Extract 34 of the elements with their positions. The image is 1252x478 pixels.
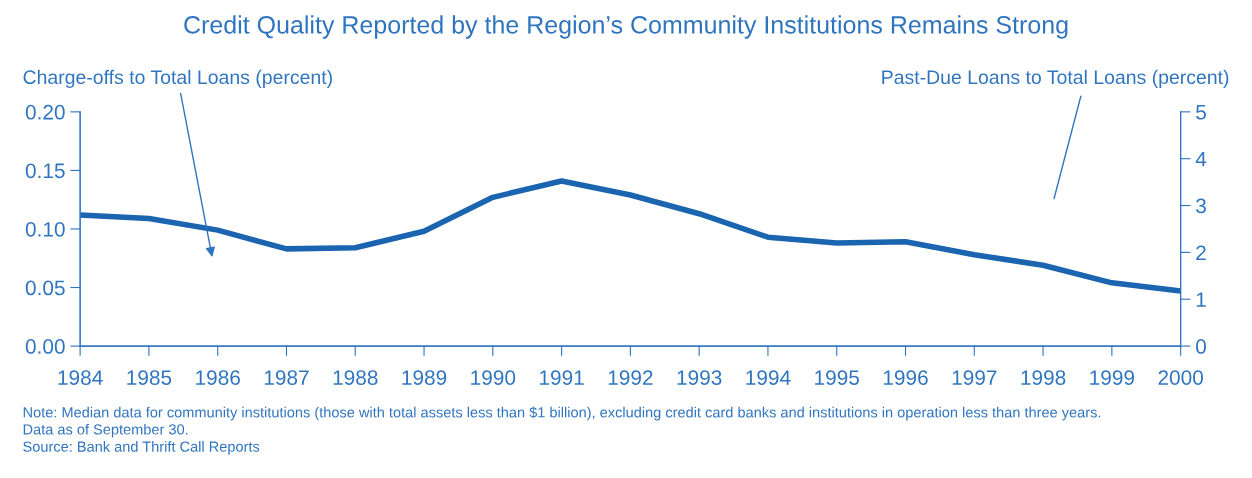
x-tick-label: 1991 <box>540 370 584 385</box>
x-tick-label: 1994 <box>746 370 791 385</box>
y2-tick-label: 1 <box>1196 292 1206 307</box>
y2-tick-label: 2 <box>1196 245 1206 260</box>
x-tick-label: 1997 <box>952 370 997 385</box>
y2-tick-label: 3 <box>1196 198 1206 214</box>
y-tick-label: 0.10 <box>25 221 65 237</box>
y2-tick-label: 4 <box>1195 151 1207 167</box>
x-tick-label: 1990 <box>471 370 516 385</box>
y-tick-label: 0.20 <box>25 104 65 120</box>
x-tick-label: 1989 <box>402 370 447 385</box>
x-tick-label: 1984 <box>58 370 103 385</box>
x-tick-label: 1985 <box>127 370 172 385</box>
x-tick-label: 1993 <box>677 370 722 385</box>
chart-title: Credit Quality Reported by the Region’s Community Institutions Remains Strong <box>184 15 1068 39</box>
x-tick-label: 2000 <box>1158 370 1203 385</box>
y2-axis-title: Past-Due Loans to Total Loans (percent) <box>882 69 1229 88</box>
y-tick-label: 0.05 <box>25 280 65 296</box>
source-note: Source: Bank and Thrift Call Reports <box>23 441 260 455</box>
x-tick-label: 1995 <box>815 370 860 385</box>
y-tick-label: 0.00 <box>25 339 65 354</box>
x-tick-label: 1992 <box>608 370 653 385</box>
y2-tick-label: 0 <box>1196 339 1206 354</box>
x-tick-label: 1999 <box>1090 370 1135 385</box>
x-tick-label: 1988 <box>333 370 378 385</box>
text: Data as of September 30. <box>23 423 188 438</box>
text: Note: Median data for community institutions (those with total assets less than $1 billion), excluding credit card banks and institutions in operation less than three years. <box>23 406 1101 421</box>
x-tick-label: 1987 <box>264 370 309 385</box>
y2-tick-label: 5 <box>1196 105 1206 120</box>
x-tick-label: 1998 <box>1021 370 1066 385</box>
x-tick-label: 1996 <box>883 370 928 385</box>
y-tick-label: 0.15 <box>25 163 65 179</box>
x-tick-label: 1986 <box>196 370 240 385</box>
y-axis-title: Charge-offs to Total Loans (percent) <box>23 69 332 88</box>
